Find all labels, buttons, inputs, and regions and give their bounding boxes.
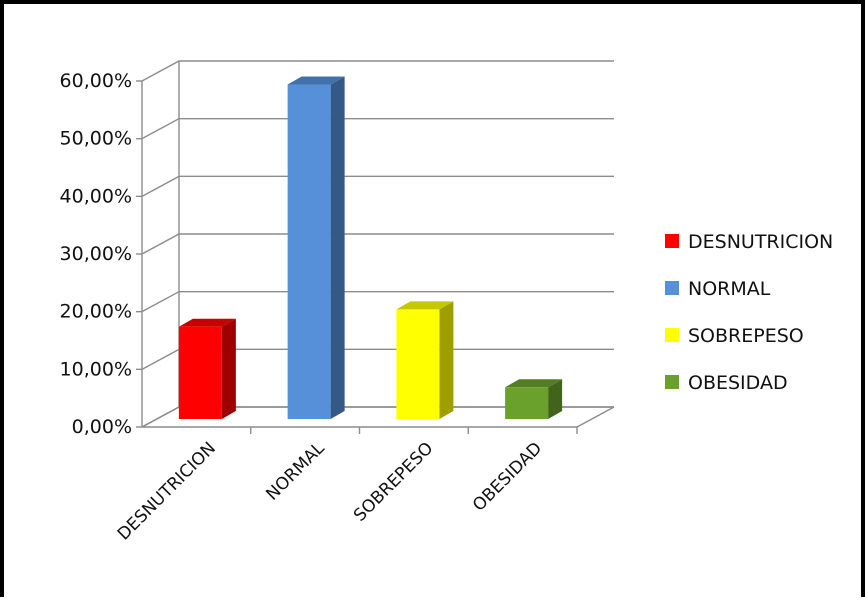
bar-front (396, 309, 440, 419)
legend-label: DESNUTRICION (688, 231, 833, 253)
y-axis: 0,00% 10,00% 20,00% 30,00% 40,00% 50,00% 60,00… (60, 70, 143, 438)
bar-side (548, 379, 563, 419)
x-tick-label: OBESIDAD (469, 438, 546, 515)
y-tick-label: 10,00% (60, 358, 132, 380)
gridline (141, 60, 614, 82)
bar-side (221, 318, 236, 419)
bar-obesidad (505, 379, 563, 419)
bar-top (178, 318, 236, 327)
bar-top (505, 379, 563, 388)
legend-item: SOBREPESO (665, 325, 804, 347)
x-tick-label: DESNUTRICION (114, 438, 220, 544)
bar-front (287, 84, 331, 420)
bar-desnutricion (178, 318, 236, 419)
legend-label: NORMAL (688, 278, 771, 300)
y-tick-label: 30,00% (60, 243, 132, 265)
y-tick-label: 60,00% (60, 70, 132, 92)
bar-chart: 0,00% 10,00% 20,00% 30,00% 40,00% 50,00% 60,00… (60, 60, 833, 544)
x-tick-label: SOBREPESO (350, 438, 437, 525)
legend-label: OBESIDAD (688, 372, 788, 394)
gridline (141, 175, 614, 197)
legend-swatch (665, 234, 679, 248)
legend-label: SOBREPESO (688, 325, 804, 347)
gridline (141, 233, 614, 255)
y-tick-label: 20,00% (60, 301, 132, 323)
legend-item: DESNUTRICION (665, 231, 833, 253)
gridline (141, 290, 614, 313)
bars (178, 76, 563, 420)
y-tick-label: 50,00% (60, 128, 132, 150)
x-tick-label: NORMAL (262, 438, 329, 505)
legend-swatch (665, 328, 679, 342)
bar-side (439, 301, 454, 419)
legend: DESNUTRICION NORMAL SOBREPESO OBESIDAD (665, 231, 833, 394)
bar-normal (287, 76, 345, 420)
legend-swatch (665, 375, 679, 389)
legend-item: OBESIDAD (665, 372, 788, 394)
legend-swatch (665, 281, 679, 295)
bar-side (330, 76, 345, 420)
y-tick-label: 0,00% (72, 416, 132, 438)
legend-item: NORMAL (665, 278, 771, 300)
bar-sobrepeso (396, 301, 454, 419)
bar-top (396, 301, 454, 310)
x-axis: DESNUTRICION NORMAL SOBREPESO OBESIDAD (114, 427, 578, 544)
y-tick-label: 40,00% (60, 185, 132, 207)
bar-front (178, 326, 222, 419)
gridline (141, 117, 614, 140)
bar-front (505, 387, 549, 419)
bar-top (287, 76, 345, 85)
